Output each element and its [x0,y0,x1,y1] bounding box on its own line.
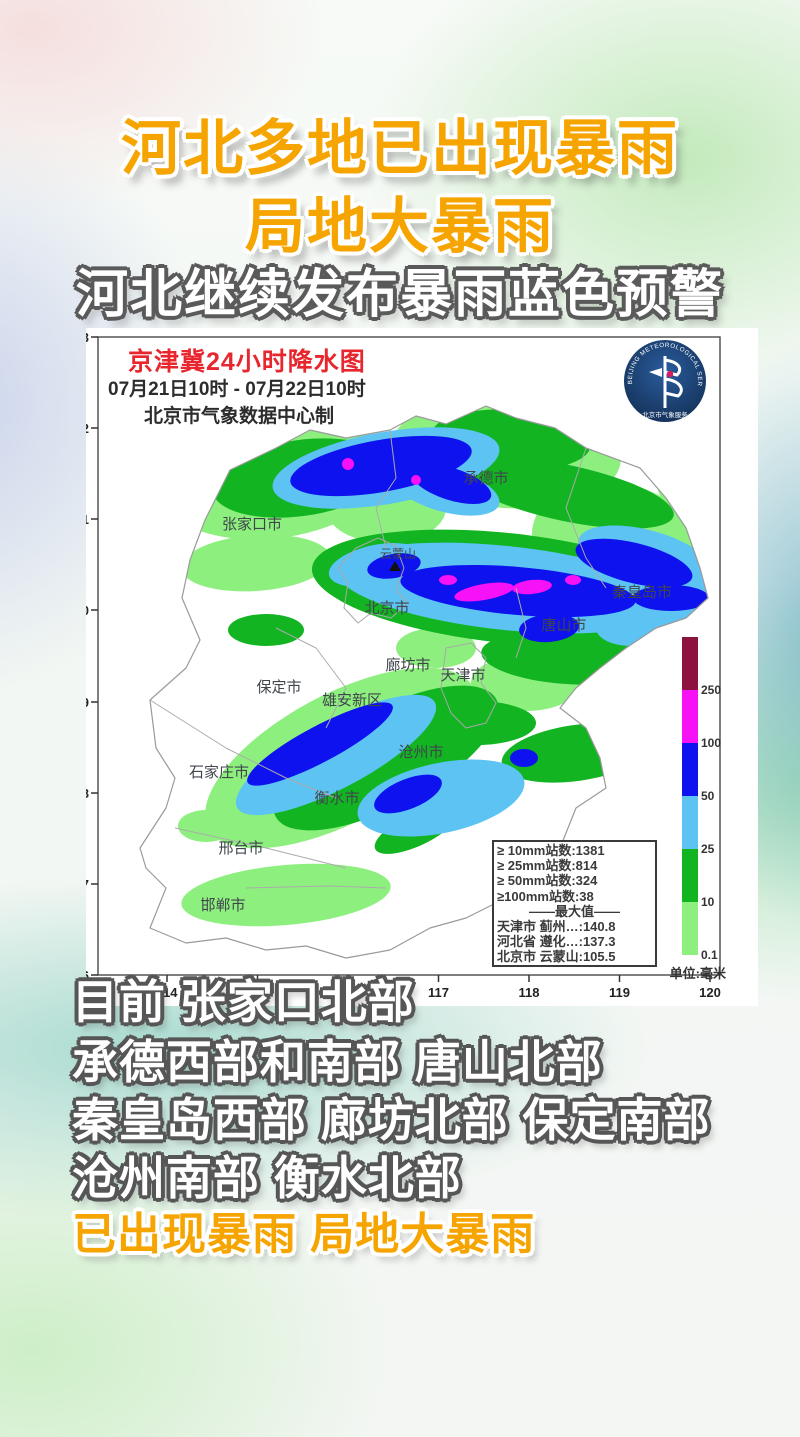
stats-line: 北京市 云蒙山:105.5 [497,949,616,965]
map-period: 07月21日10时 - 07月22日10时 [108,379,366,400]
city-label: 唐山市 [541,617,586,634]
colorbar-label: 25 [701,842,715,856]
stats-line: ≥ 10mm站数:1381 [497,843,605,858]
stats-line: ≥ 50mm站数:324 [497,873,598,889]
city-label: 秦皇岛市 [612,584,672,601]
city-label: 廊坊市 [385,657,430,674]
stats-line: 天津市 蓟州…:140.8 [497,919,616,935]
mountain-marker: 云蒙山 [380,547,416,571]
caption-line4: 沧州南部 衡水北部 [72,1152,462,1204]
stats-line: 河北省 遵化…:137.3 [497,934,616,950]
city-label: 石家庄市 [189,763,249,781]
map-title: 京津冀24小时降水图 [128,348,366,376]
stats-line-maxheader: ——最大值—— [528,903,620,919]
y-tick-label: 39 [86,695,89,710]
precipitation-map: 张家口市 承德市 北京市 秦皇岛市 唐山市 廊坊市 天津市 保定市 雄安新区 石… [86,330,727,1000]
y-tick-label: 42 [86,421,89,436]
colorbar-unit: 单位:毫米 [670,966,727,981]
stats-line: ≥ 25mm站数:814 [497,858,598,874]
admin-boundaries [139,405,709,959]
caption-line2: 承德西部和南部 唐山北部 [72,1036,603,1088]
city-label: 保定市 [256,679,301,696]
city-label: 天津市 [440,667,485,684]
colorbar: 250 100 50 25 10 0.1 单位:毫米 [670,637,727,981]
x-tick-label: 118 [519,985,540,1000]
x-tick-label: 117 [428,985,449,1000]
y-tick-label: 40 [86,603,89,618]
city-label: 承德市 [463,469,508,487]
colorbar-label: 250 [701,683,721,697]
meteorological-service-logo: BEIJING METEOROLOGICAL SERVICE 北京市气象服务 [620,336,706,422]
logo-weathervane-icon [663,356,683,408]
city-label: 邯郸市 [200,897,245,914]
x-tick-label: 120 [699,985,721,1000]
x-tick-label: 116 [338,985,359,1000]
headline-line2: 局地大暴雨 [245,193,555,260]
y-tick-label: 37 [86,877,89,892]
logo-arrow [649,368,662,377]
rain-level-magenta [342,458,581,602]
city-label: 衡水市 [314,790,359,807]
colorbar-label: 100 [701,736,721,750]
city-labels: 张家口市 承德市 北京市 秦皇岛市 唐山市 廊坊市 天津市 保定市 雄安新区 石… [189,469,672,914]
rainfall-stats-box: ≥ 10mm站数:1381 ≥ 25mm站数:814 ≥ 50mm站数:324 … [492,840,657,967]
x-tick-label: 114 [157,985,179,1000]
mountain-label: 云蒙山 [380,547,416,561]
y-tick-label: 43 [86,330,89,345]
stats-line: ≥100mm站数:38 [497,888,594,904]
city-label: 沧州市 [398,744,443,761]
x-tick-label: 119 [609,985,630,1000]
caption-line5-highlight: 已出现暴雨 局地大暴雨 [72,1210,536,1259]
caption-line1: 目前 张家口北部 [72,976,415,1028]
logo-dot [666,370,674,378]
y-tick-label: 36 [86,968,89,983]
colorbar-label: 10 [701,895,715,909]
city-label: 邢台市 [218,840,263,857]
city-label: 张家口市 [222,516,282,533]
colorbar-label: 50 [701,789,715,803]
axis-labels: 43 42 41 40 39 38 37 36 114 115 116 117 … [86,330,721,1000]
y-tick-label: 38 [86,786,89,801]
y-tick-label: 41 [86,512,89,527]
map-credit: 北京市气象数据中心制 [144,406,335,427]
city-label: 雄安新区 [322,692,382,709]
colorbar-label: 0.1 [701,948,718,962]
headline-line1: 河北多地已出现暴雨 [121,115,679,182]
city-label: 北京市 [364,600,409,617]
headline-line3: 河北继续发布暴雨蓝色预警 [75,266,724,324]
precipitation-map-panel: 张家口市 承德市 北京市 秦皇岛市 唐山市 廊坊市 天津市 保定市 雄安新区 石… [86,328,758,1006]
axis-ticks [91,336,711,982]
x-tick-label: 115 [247,985,268,1000]
logo-bottom-text: 北京市气象服务 [642,410,688,419]
caption-line3: 秦皇岛西部 廊坊北部 保定南部 [72,1094,711,1146]
